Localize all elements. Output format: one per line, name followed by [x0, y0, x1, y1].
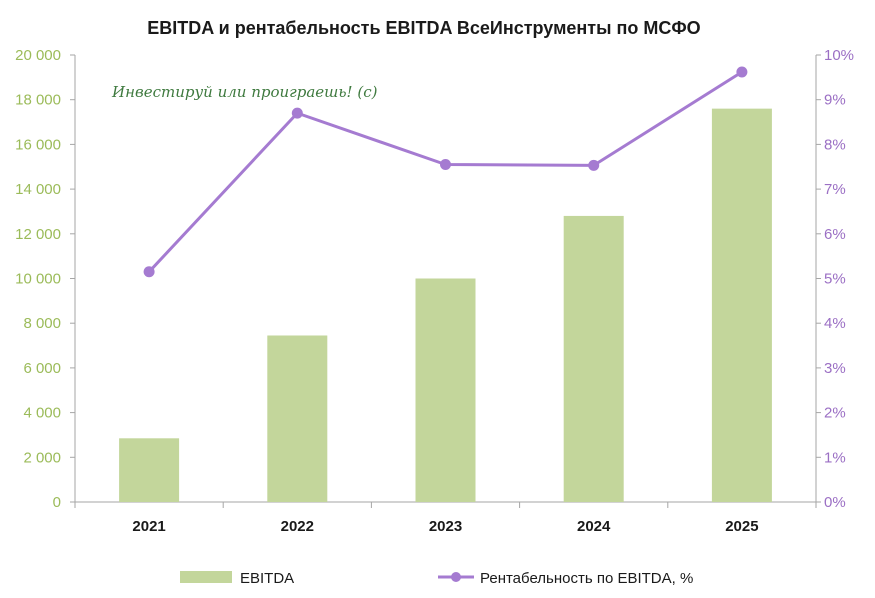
- left-tick-label: 2 000: [23, 449, 61, 466]
- margin-point: [736, 66, 748, 78]
- right-tick-label: 7%: [824, 181, 846, 198]
- legend-swatch-marker: [451, 572, 461, 582]
- left-tick-label: 20 000: [15, 47, 61, 64]
- x-tick-label: 2025: [725, 518, 758, 535]
- margin-point: [440, 159, 451, 171]
- legend-swatch-ebitda: [180, 571, 232, 583]
- left-axis: 0 2 000 4 000 6 000 8 000 10 000 12 000 14 000 1…: [15, 47, 76, 511]
- x-axis: 2021 2022 2023 2024 2025: [74, 501, 817, 535]
- chart-title: EBITDA и рентабельность EBITDA ВсеИнстру…: [147, 18, 700, 38]
- left-tick-label: 14 000: [15, 181, 61, 198]
- left-tick-label: 12 000: [15, 226, 61, 243]
- right-tick-label: 1%: [824, 449, 846, 466]
- margin-point: [588, 159, 600, 171]
- left-tick-label: 0: [53, 494, 61, 511]
- watermark-text: Инвестируй или проиграешь! (с): [111, 83, 378, 101]
- left-tick-label: 6 000: [23, 360, 61, 377]
- right-tick-label: 2%: [824, 405, 846, 422]
- right-tick-label: 9%: [824, 92, 846, 109]
- x-tick-label: 2021: [132, 518, 165, 535]
- legend-label-ebitda: EBITDA: [240, 570, 294, 587]
- ebitda-bar: [711, 108, 772, 502]
- ebitda-bar: [415, 278, 476, 502]
- legend: EBITDA Рентабельность по EBITDA, %: [180, 570, 693, 587]
- right-tick-label: 0%: [824, 494, 846, 511]
- right-tick-label: 6%: [824, 226, 846, 243]
- margin-line-path: [148, 70, 743, 273]
- right-axis: 0% 1% 2% 3% 4% 5% 6% 7% 8% 9% 10%: [815, 47, 854, 511]
- x-tick-label: 2023: [429, 518, 462, 535]
- x-tick-label: 2024: [577, 518, 611, 535]
- right-tick-label: 4%: [824, 315, 846, 332]
- right-tick-label: 10%: [824, 47, 854, 64]
- ebitda-bar: [563, 215, 624, 503]
- right-tick-label: 8%: [824, 136, 846, 153]
- left-tick-label: 4 000: [23, 405, 61, 422]
- margin-point: [291, 107, 303, 119]
- right-tick-label: 3%: [824, 360, 846, 377]
- left-tick-label: 18 000: [15, 92, 61, 109]
- x-tick-label: 2022: [281, 518, 314, 535]
- left-tick-label: 8 000: [23, 315, 61, 332]
- ebitda-bars: [119, 108, 772, 503]
- ebitda-bar: [267, 335, 328, 502]
- legend-label-margin: Рентабельность по EBITDA, %: [480, 570, 693, 587]
- left-tick-label: 16 000: [15, 136, 61, 153]
- margin-point: [143, 266, 155, 278]
- ebitda-bar: [119, 438, 180, 502]
- right-tick-label: 5%: [824, 271, 846, 288]
- left-tick-label: 10 000: [15, 271, 61, 288]
- margin-line: [143, 66, 748, 278]
